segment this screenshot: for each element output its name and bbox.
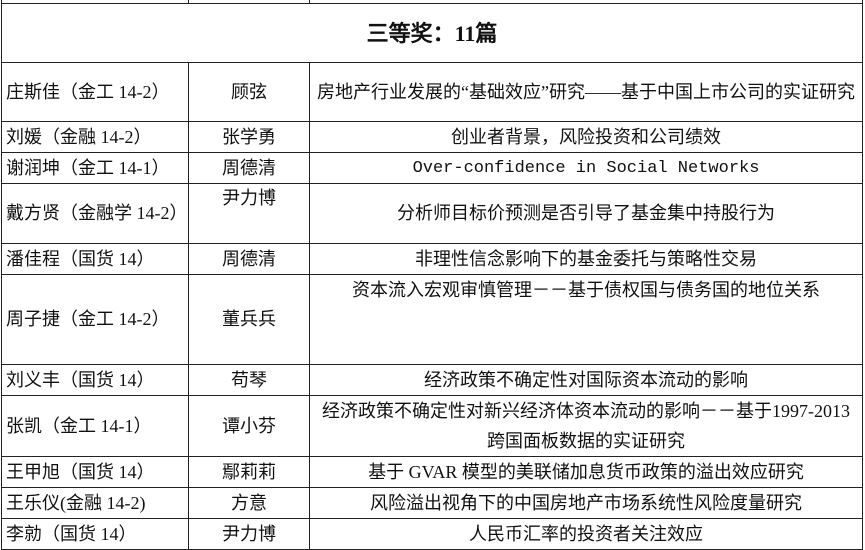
table-row: 张凯（金工 14-1） 谭小芬 经济政策不确定性对新兴经济体资本流动的影响－－基…: [1, 395, 863, 457]
table-row: 刘义丰（国货 14） 苟琴 经济政策不确定性对国际资本流动的影响: [1, 364, 863, 396]
student-cell: 刘媛（金融 14-2）: [1, 121, 189, 153]
section-title: 三等奖：11篇: [1, 3, 863, 63]
advisor-cell: 苟琴: [188, 364, 310, 396]
advisor-cell: 董兵兵: [188, 274, 310, 365]
paper-title-cell: 经济政策不确定性对新兴经济体资本流动的影响－－基于1997-2013 跨国面板数…: [309, 395, 863, 457]
advisor-cell: 顾弦: [188, 62, 310, 122]
table-row: 王甲旭（国货 14） 鄢莉莉 基于 GVAR 模型的美联储加息货币政策的溢出效应…: [1, 456, 863, 488]
table-row: 戴方贤（金融学 14-2） 尹力博 分析师目标价预测是否引导了基金集中持股行为: [1, 183, 863, 244]
advisor-cell: 方意: [188, 487, 310, 519]
advisor-cell: 尹力博: [188, 183, 310, 244]
table-row: 李勍（国货 14） 尹力博 人民币汇率的投资者关注效应: [1, 518, 863, 550]
student-cell: 周子捷（金工 14-2）: [1, 274, 189, 365]
section-header-row: 三等奖：11篇: [1, 3, 863, 63]
advisor-cell: 周德清: [188, 152, 310, 184]
student-cell: 谢润坤（金工 14-1）: [1, 152, 189, 184]
paper-title-cell: 经济政策不确定性对国际资本流动的影响: [309, 364, 863, 396]
student-cell: 李勍（国货 14）: [1, 518, 189, 550]
advisor-cell: 谭小芬: [188, 395, 310, 457]
student-cell: 王甲旭（国货 14）: [1, 456, 189, 488]
table-row: 谢润坤（金工 14-1） 周德清 Over-confidence in Soci…: [1, 152, 863, 184]
advisor-cell: 周德清: [188, 243, 310, 275]
paper-title-cell: Over-confidence in Social Networks: [309, 152, 863, 184]
paper-title-cell: 资本流入宏观审慎管理－－基于债权国与债务国的地位关系: [309, 274, 863, 365]
paper-title-cell: 风险溢出视角下的中国房地产市场系统性风险度量研究: [309, 487, 863, 519]
student-cell: 张凯（金工 14-1）: [1, 395, 189, 457]
table-row: 周子捷（金工 14-2） 董兵兵 资本流入宏观审慎管理－－基于债权国与债务国的地…: [1, 274, 863, 365]
student-cell: 潘佳程（国货 14）: [1, 243, 189, 275]
table-row: 王乐仪(金融 14-2) 方意 风险溢出视角下的中国房地产市场系统性风险度量研究: [1, 487, 863, 519]
paper-title-cell: 人民币汇率的投资者关注效应: [309, 518, 863, 550]
table-row: 刘媛（金融 14-2） 张学勇 创业者背景，风险投资和公司绩效: [1, 121, 863, 153]
paper-title-cell: 非理性信念影响下的基金委托与策略性交易: [309, 243, 863, 275]
student-cell: 王乐仪(金融 14-2): [1, 487, 189, 519]
paper-title-cell: 分析师目标价预测是否引导了基金集中持股行为: [309, 183, 863, 244]
student-cell: 戴方贤（金融学 14-2）: [1, 183, 189, 244]
student-cell: 庄斯佳（金工 14-2）: [1, 62, 189, 122]
student-cell: 刘义丰（国货 14）: [1, 364, 189, 396]
table-row: 潘佳程（国货 14） 周德清 非理性信念影响下的基金委托与策略性交易: [1, 243, 863, 275]
table-row: 庄斯佳（金工 14-2） 顾弦 房地产行业发展的“基础效应”研究——基于中国上市…: [1, 62, 863, 122]
paper-title-cell: 房地产行业发展的“基础效应”研究——基于中国上市公司的实证研究: [309, 62, 863, 122]
paper-title-cell: 基于 GVAR 模型的美联储加息货币政策的溢出效应研究: [309, 456, 863, 488]
paper-title-cell: 创业者背景，风险投资和公司绩效: [309, 121, 863, 153]
advisor-cell: 鄢莉莉: [188, 456, 310, 488]
advisor-cell: 尹力博: [188, 518, 310, 550]
advisor-cell: 张学勇: [188, 121, 310, 153]
